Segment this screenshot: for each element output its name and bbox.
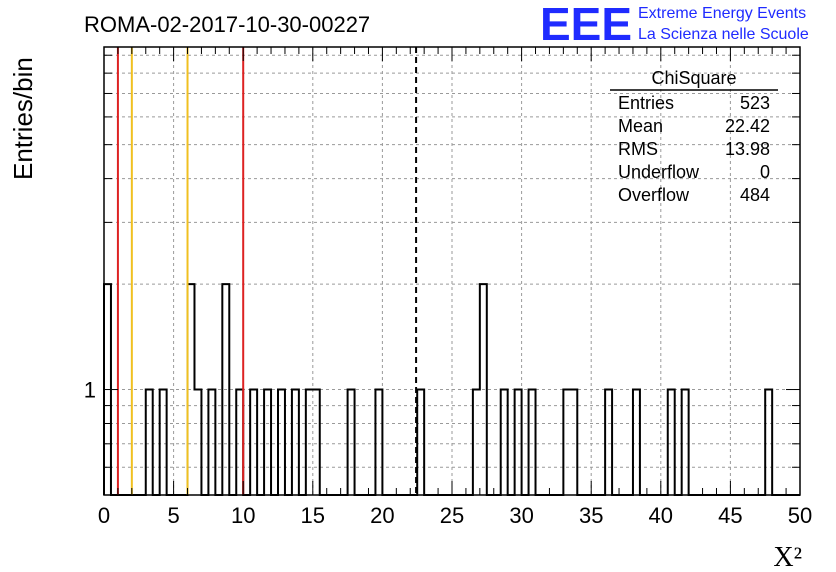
x-tick-label: 15 [301, 503, 325, 528]
stats-value-rms: 13.98 [725, 139, 770, 159]
x-tick-label: 30 [509, 503, 533, 528]
x-tick-label: 5 [167, 503, 179, 528]
x-tick-label: 50 [788, 503, 812, 528]
axes: 0 5 10 15 20 25 30 35 40 45 50 1 [84, 46, 812, 528]
stats-value-underflow: 0 [760, 162, 770, 182]
x-tick-label: 20 [370, 503, 394, 528]
eee-logo: EEE Extreme Energy Events La Scienza nel… [540, 0, 809, 50]
stats-label-underflow: Underflow [618, 162, 700, 182]
stats-label-mean: Mean [618, 116, 663, 136]
stats-label-entries: Entries [618, 93, 674, 113]
stats-label-overflow: Overflow [618, 185, 690, 205]
x-tick-label: 10 [231, 503, 255, 528]
stats-box: ChiSquare Entries 523 Mean 22.42 RMS 13.… [610, 68, 778, 205]
x-tick-label: 45 [718, 503, 742, 528]
eee-logo-mark: EEE [540, 0, 632, 50]
stats-label-rms: RMS [618, 139, 658, 159]
x-axis-label: X² [773, 542, 802, 572]
chart-title: ROMA-02-2017-10-30-00227 [84, 12, 370, 37]
eee-logo-line1: Extreme Energy Events [638, 5, 806, 22]
reference-lines [116, 47, 418, 495]
x-tick-label: 0 [98, 503, 110, 528]
stats-title: ChiSquare [651, 68, 736, 88]
stats-value-entries: 523 [740, 93, 770, 113]
stats-value-overflow: 484 [740, 185, 770, 205]
stats-value-mean: 22.42 [725, 116, 770, 136]
x-tick-label: 25 [440, 503, 464, 528]
x-tick-label: 40 [649, 503, 673, 528]
y-tick-label: 1 [84, 378, 96, 403]
y-axis-label: Entries/bin [8, 57, 38, 180]
x-tick-label: 35 [579, 503, 603, 528]
eee-logo-line2: La Scienza nelle Scuole [638, 26, 809, 43]
